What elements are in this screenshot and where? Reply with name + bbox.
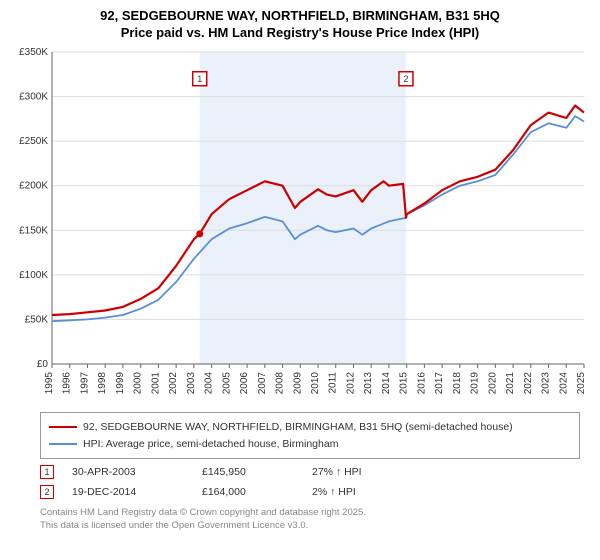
sale-price: £145,950	[202, 466, 312, 478]
svg-text:2023: 2023	[541, 371, 552, 394]
footnote: Contains HM Land Registry data © Crown c…	[40, 507, 580, 532]
footnote-line1: Contains HM Land Registry data © Crown c…	[40, 507, 366, 518]
chart-svg: £0 £50K £100K £150K £200K £250K £300K £350K 1995…	[10, 46, 590, 406]
svg-text:2: 2	[403, 74, 408, 84]
sale-marker-1: 1	[40, 465, 54, 479]
sale-date: 30-APR-2003	[72, 466, 202, 478]
svg-text:2024: 2024	[558, 371, 569, 394]
svg-text:2013: 2013	[363, 371, 374, 394]
chart-title: 92, SEDGEBOURNE WAY, NORTHFIELD, BIRMING…	[10, 8, 590, 42]
svg-text:2016: 2016	[416, 371, 427, 394]
svg-text:1996: 1996	[62, 371, 73, 394]
svg-text:2014: 2014	[381, 371, 392, 394]
svg-text:£350K: £350K	[19, 47, 48, 58]
footnote-line2: This data is licensed under the Open Gov…	[40, 520, 308, 531]
svg-text:2001: 2001	[150, 371, 161, 394]
legend-box: 92, SEDGEBOURNE WAY, NORTHFIELD, BIRMING…	[40, 412, 580, 460]
svg-text:2008: 2008	[275, 371, 286, 394]
chart-container: 92, SEDGEBOURNE WAY, NORTHFIELD, BIRMING…	[0, 0, 600, 560]
svg-text:1999: 1999	[115, 371, 126, 394]
svg-text:1997: 1997	[79, 371, 90, 394]
svg-text:2017: 2017	[434, 371, 445, 394]
svg-text:2021: 2021	[505, 371, 516, 394]
sale-row: 2 19-DEC-2014 £164,000 2% ↑ HPI	[40, 483, 580, 501]
svg-text:2000: 2000	[133, 371, 144, 394]
svg-text:2006: 2006	[239, 371, 250, 394]
svg-text:2011: 2011	[328, 371, 339, 393]
legend-row: 92, SEDGEBOURNE WAY, NORTHFIELD, BIRMING…	[49, 419, 571, 436]
sale-marker-2: 2	[40, 485, 54, 499]
sale-row: 1 30-APR-2003 £145,950 27% ↑ HPI	[40, 463, 580, 481]
svg-text:1998: 1998	[97, 371, 108, 394]
svg-text:£250K: £250K	[19, 136, 48, 147]
svg-text:2010: 2010	[310, 371, 321, 394]
svg-text:2004: 2004	[204, 371, 215, 394]
sale-price: £164,000	[202, 486, 312, 498]
svg-text:2022: 2022	[523, 371, 534, 394]
legend-swatch	[49, 443, 77, 445]
svg-text:1: 1	[197, 74, 202, 84]
title-line1: 92, SEDGEBOURNE WAY, NORTHFIELD, BIRMING…	[100, 8, 500, 23]
svg-text:2019: 2019	[470, 371, 481, 394]
sale-date: 19-DEC-2014	[72, 486, 202, 498]
svg-text:2007: 2007	[257, 371, 268, 394]
svg-text:£150K: £150K	[19, 225, 48, 236]
svg-text:2018: 2018	[452, 371, 463, 394]
svg-text:£300K: £300K	[19, 91, 48, 102]
chart-plot: £0 £50K £100K £150K £200K £250K £300K £350K 1995…	[10, 46, 590, 406]
svg-text:2025: 2025	[576, 371, 587, 394]
svg-text:2003: 2003	[186, 371, 197, 394]
svg-text:£100K: £100K	[19, 270, 48, 281]
svg-text:2020: 2020	[487, 371, 498, 394]
svg-text:£200K: £200K	[19, 180, 48, 191]
svg-text:2005: 2005	[221, 371, 232, 394]
sale-delta: 2% ↑ HPI	[312, 486, 432, 498]
sale-delta: 27% ↑ HPI	[312, 466, 432, 478]
legend-label: 92, SEDGEBOURNE WAY, NORTHFIELD, BIRMING…	[83, 419, 513, 436]
svg-text:£50K: £50K	[25, 314, 49, 325]
svg-text:2002: 2002	[168, 371, 179, 394]
legend-row: HPI: Average price, semi-detached house,…	[49, 436, 571, 453]
svg-text:1995: 1995	[44, 371, 55, 394]
svg-text:2012: 2012	[345, 371, 356, 394]
legend-label: HPI: Average price, semi-detached house,…	[83, 436, 338, 453]
svg-text:2009: 2009	[292, 371, 303, 394]
legend-swatch	[49, 426, 77, 428]
svg-text:2015: 2015	[399, 371, 410, 394]
title-line2: Price paid vs. HM Land Registry's House …	[121, 25, 480, 40]
svg-text:£0: £0	[37, 359, 49, 370]
